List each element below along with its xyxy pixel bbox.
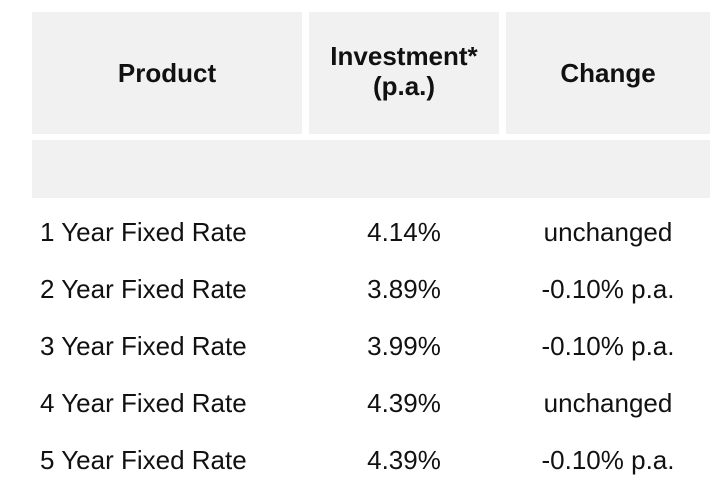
table-row: 5 Year Fixed Rate 4.39% -0.10% p.a. (32, 432, 710, 489)
change-cell: -0.10% p.a. (541, 331, 675, 361)
change-cell: -0.10% p.a. (541, 274, 675, 304)
product-cell: 4 Year Fixed Rate (40, 388, 247, 418)
table-spacer-row (32, 140, 710, 198)
product-cell: 5 Year Fixed Rate (40, 445, 247, 475)
table-row: 4 Year Fixed Rate 4.39% unchanged (32, 375, 710, 432)
header-product: Product (32, 12, 302, 134)
table-header-row: Product Investment* (p.a.) Change (32, 12, 710, 134)
table-row: 1 Year Fixed Rate 4.14% unchanged (32, 204, 710, 261)
rate-cell: 3.89% (367, 274, 441, 304)
change-cell: unchanged (543, 388, 673, 418)
header-change: Change (506, 12, 710, 134)
table-row: 3 Year Fixed Rate 3.99% -0.10% p.a. (32, 318, 710, 375)
change-cell: -0.10% p.a. (541, 445, 675, 475)
header-investment: Investment* (p.a.) (309, 12, 499, 134)
rates-table: Product Investment* (p.a.) Change 1 Year… (32, 12, 710, 489)
product-cell: 3 Year Fixed Rate (40, 331, 247, 361)
table-row: 2 Year Fixed Rate 3.89% -0.10% p.a. (32, 261, 710, 318)
product-cell: 1 Year Fixed Rate (40, 217, 247, 247)
product-cell: 2 Year Fixed Rate (40, 274, 247, 304)
rate-cell: 4.39% (367, 388, 441, 418)
rate-cell: 3.99% (367, 331, 441, 361)
change-cell: unchanged (543, 217, 673, 247)
rate-cell: 4.14% (367, 217, 441, 247)
table-body: 1 Year Fixed Rate 4.14% unchanged 2 Year… (32, 204, 710, 489)
rate-cell: 4.39% (367, 445, 441, 475)
